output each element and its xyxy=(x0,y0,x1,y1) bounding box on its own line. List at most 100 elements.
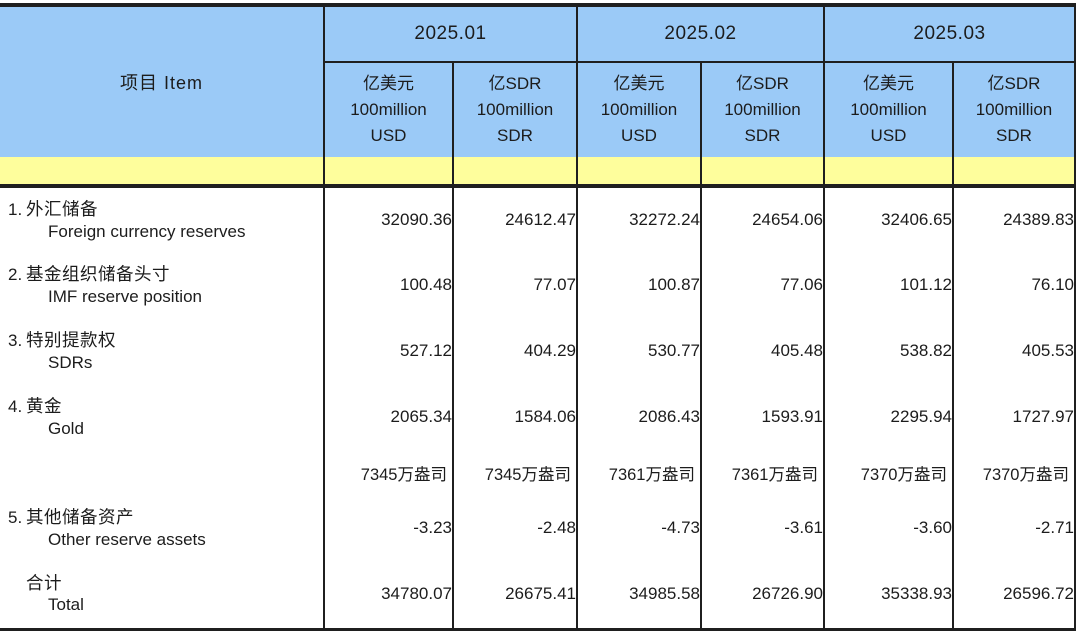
unit-header-usd-feb: 亿美元 100million USD xyxy=(577,62,702,157)
item-label-zh-line: 1. 外汇储备 xyxy=(0,198,323,221)
month-header-2025-02: 2025.02 xyxy=(577,5,825,63)
value-cell: 34780.07 xyxy=(324,561,454,629)
unit-line-scale: 100million xyxy=(724,100,801,119)
month-header-2025-03: 2025.03 xyxy=(824,5,1076,63)
item-label-zh-line: 合计 xyxy=(0,572,323,594)
value-cell: 405.53 xyxy=(953,318,1076,384)
item-label-cell-empty xyxy=(0,450,325,495)
unit-header-sdr-mar: 亿SDR 100million SDR xyxy=(953,62,1076,157)
unit-line-currency: SDR xyxy=(497,126,533,145)
item-label-cell: 3. 特别提款权 SDRs xyxy=(0,318,325,384)
item-label-cell: 5. 其他储备资产 Other reserve assets xyxy=(0,495,325,561)
item-label-zh-line: 2. 基金组织储备头寸 xyxy=(0,263,323,286)
item-label-zh: 特别提款权 xyxy=(26,329,116,350)
value-cell: 35338.93 xyxy=(824,561,954,629)
item-label-zh-line: 5. 其他储备资产 xyxy=(0,506,323,529)
month-header-2025-01: 2025.01 xyxy=(324,5,578,63)
value-cell: 100.48 xyxy=(324,252,454,318)
value-cell: 7345万盎司 xyxy=(324,450,454,495)
item-label-zh: 合计 xyxy=(26,573,62,594)
unit-header-sdr-feb: 亿SDR 100million SDR xyxy=(701,62,825,157)
separator-cell xyxy=(453,157,578,188)
value-cell: 1593.91 xyxy=(701,384,825,450)
item-label-en: SDRs xyxy=(48,352,93,372)
month-header-row: 项目 Item 2025.01 2025.02 2025.03 xyxy=(0,5,1076,157)
item-label-zh: 其他储备资产 xyxy=(26,506,134,527)
unit-header-row: 亿美元 100million USD 亿SDR 100million SDR 亿… xyxy=(0,62,1076,157)
value-cell: 7370万盎司 xyxy=(953,450,1076,495)
unit-line-scale: 100million xyxy=(850,100,927,119)
unit-line-scale: 100million xyxy=(975,100,1053,119)
unit-line-zh: 亿美元 xyxy=(863,74,914,93)
yellow-separator-row xyxy=(0,157,1076,188)
separator-cell xyxy=(953,157,1076,188)
value-cell: -4.73 xyxy=(577,495,702,561)
table-row-other-reserve-assets: 5. 其他储备资产 Other reserve assets -3.23 -2.4… xyxy=(0,495,1076,561)
unit-line-zh: 亿美元 xyxy=(363,74,414,93)
value-cell: 101.12 xyxy=(824,252,954,318)
table-row-total: 合计 Total 34780.07 26675.41 34985.58 2672… xyxy=(0,561,1076,629)
item-number: 4. xyxy=(8,396,23,416)
unit-line-scale: 100million xyxy=(350,100,427,119)
item-label-cell: 4. 黄金 Gold xyxy=(0,384,325,450)
item-number: 5. xyxy=(8,507,23,527)
value-cell: -3.60 xyxy=(824,495,954,561)
value-cell: -2.71 xyxy=(953,495,1076,561)
value-cell: -2.48 xyxy=(453,495,578,561)
unit-header-usd-mar: 亿美元 100million USD xyxy=(824,62,954,157)
item-label-en: Other reserve assets xyxy=(48,529,206,549)
value-cell: 1727.97 xyxy=(953,384,1076,450)
unit-line-zh: 亿SDR xyxy=(987,74,1041,93)
item-number: 2. xyxy=(8,264,23,284)
value-cell: 404.29 xyxy=(453,318,578,384)
value-cell: 24612.47 xyxy=(453,186,578,252)
value-cell: 32272.24 xyxy=(577,186,702,252)
item-label-zh: 基金组织储备头寸 xyxy=(26,263,170,284)
unit-line-currency: USD xyxy=(621,126,657,145)
value-cell: 2086.43 xyxy=(577,384,702,450)
value-cell: 538.82 xyxy=(824,318,954,384)
item-label-zh: 外汇储备 xyxy=(26,198,98,219)
unit-line-scale: 100million xyxy=(476,100,554,119)
table-row-sdrs: 3. 特别提款权 SDRs 527.12 404.29 530.77 405.48… xyxy=(0,318,1076,384)
unit-line-scale: 100million xyxy=(600,100,678,119)
unit-line-currency: SDR xyxy=(996,126,1032,145)
value-cell: 26596.72 xyxy=(953,561,1076,629)
table-row-imf-reserve-position: 2. 基金组织储备头寸 IMF reserve position 100.48 7… xyxy=(0,252,1076,318)
value-cell: 100.87 xyxy=(577,252,702,318)
value-cell: 405.48 xyxy=(701,318,825,384)
value-cell: 530.77 xyxy=(577,318,702,384)
table-row-gold: 4. 黄金 Gold 2065.34 1584.06 2086.43 1593.9… xyxy=(0,384,1076,450)
value-cell: 2065.34 xyxy=(324,384,454,450)
value-cell: 7370万盎司 xyxy=(824,450,954,495)
value-cell: 26726.90 xyxy=(701,561,825,629)
unit-line-currency: USD xyxy=(370,126,407,145)
value-cell: 24654.06 xyxy=(701,186,825,252)
item-label-cell: 1. 外汇储备 Foreign currency reserves xyxy=(0,186,325,252)
item-number: 3. xyxy=(8,330,23,350)
item-label-cell: 2. 基金组织储备头寸 IMF reserve position xyxy=(0,252,325,318)
value-cell: 24389.83 xyxy=(953,186,1076,252)
unit-line-currency: USD xyxy=(870,126,907,145)
table-row-foreign-currency-reserves: 1. 外汇储备 Foreign currency reserves 32090.3… xyxy=(0,186,1076,252)
value-cell: 26675.41 xyxy=(453,561,578,629)
value-cell: 7361万盎司 xyxy=(577,450,702,495)
item-label-cell: 合计 Total xyxy=(0,561,325,629)
value-cell: 77.07 xyxy=(453,252,578,318)
separator-cell xyxy=(0,157,325,188)
item-label-en: Total xyxy=(48,595,84,615)
unit-line-zh: 亿美元 xyxy=(613,74,665,93)
value-cell: 77.06 xyxy=(701,252,825,318)
value-cell: 7345万盎司 xyxy=(453,450,578,495)
item-label-zh-line: 4. 黄金 xyxy=(0,395,323,418)
item-label-en: IMF reserve position xyxy=(48,286,202,306)
unit-line-zh: 亿SDR xyxy=(488,74,542,93)
unit-header-sdr-jan: 亿SDR 100million SDR xyxy=(453,62,578,157)
separator-cell xyxy=(324,157,454,188)
value-cell: -3.61 xyxy=(701,495,825,561)
item-number: 1. xyxy=(8,199,23,219)
value-cell: 32090.36 xyxy=(324,186,454,252)
value-cell: 527.12 xyxy=(324,318,454,384)
unit-header-usd-jan: 亿美元 100million USD xyxy=(324,62,454,157)
